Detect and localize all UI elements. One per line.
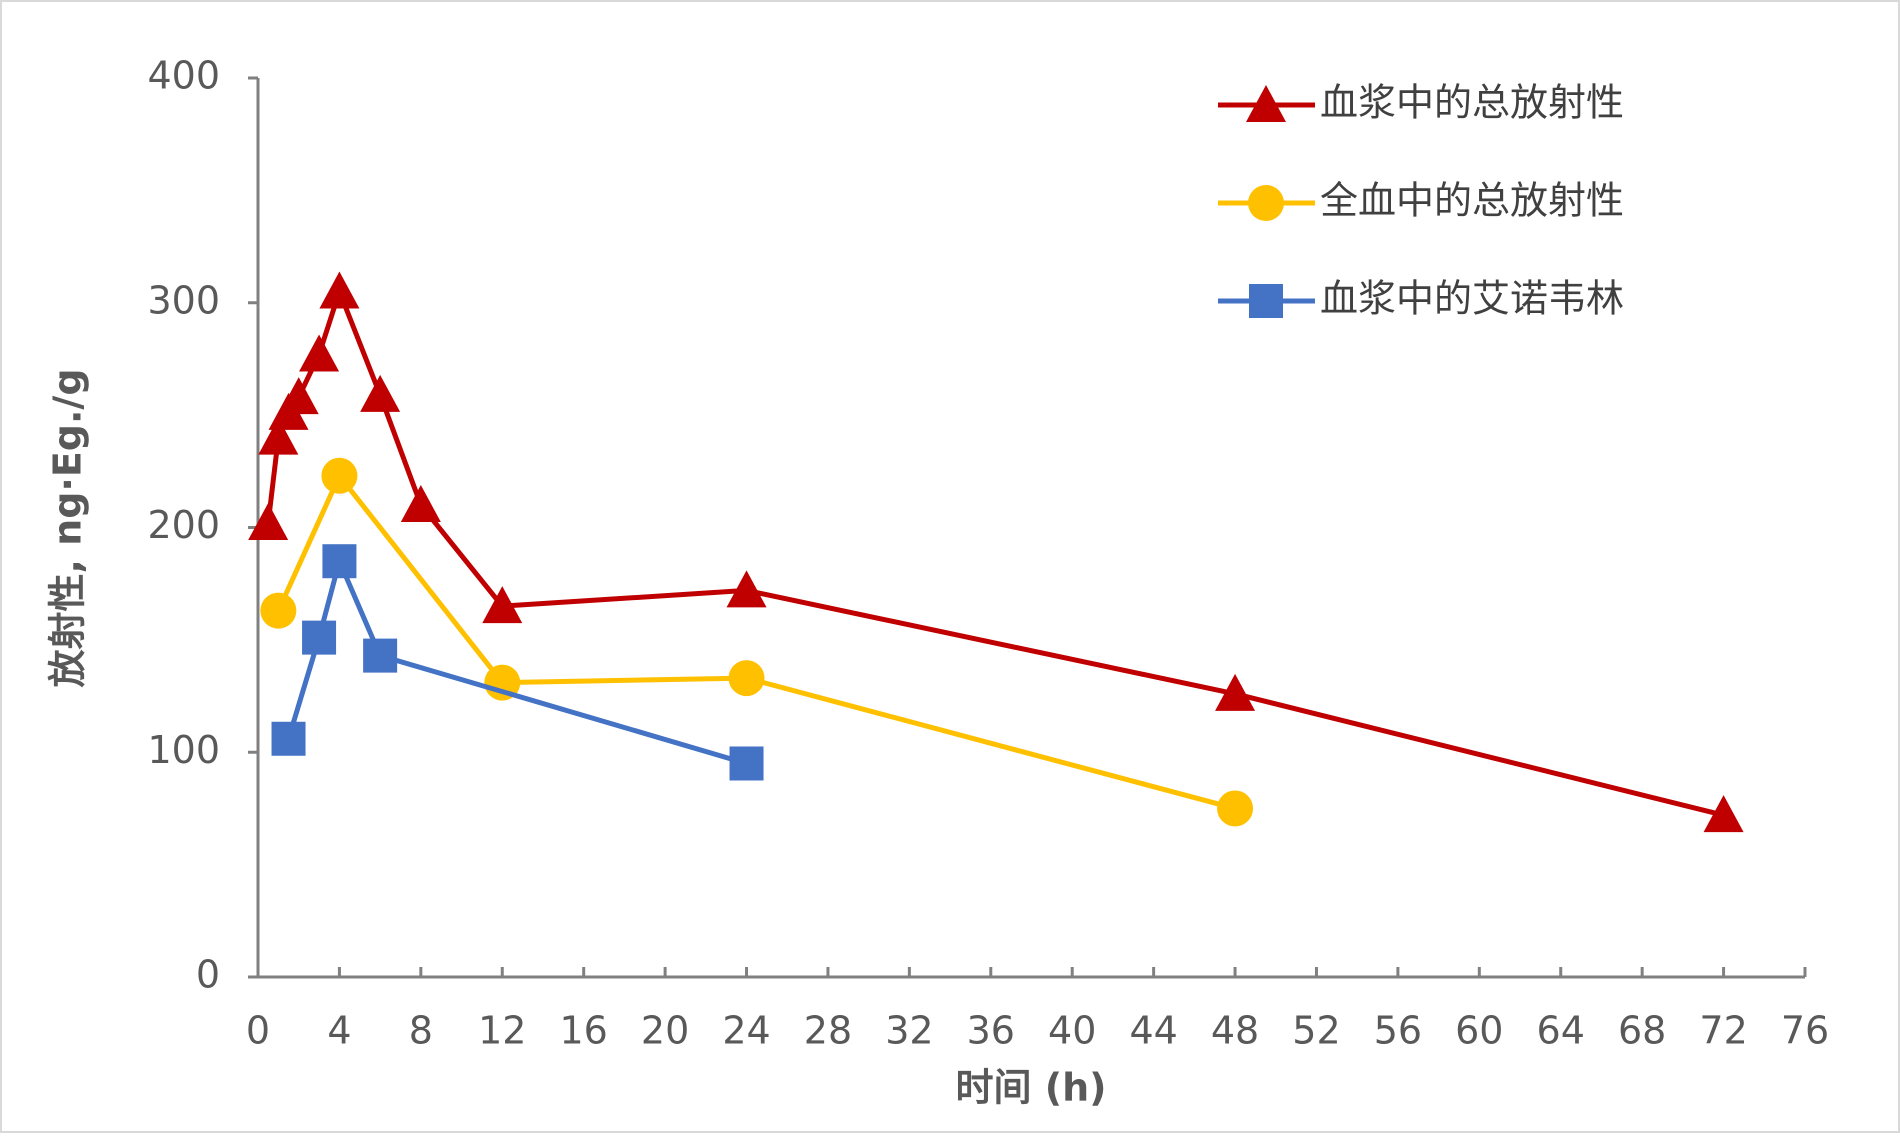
- data-point: [271, 721, 306, 756]
- x-tick-label: 64: [1537, 1009, 1585, 1053]
- x-tick-label: 4: [327, 1009, 351, 1053]
- data-point: [258, 417, 299, 455]
- x-tick-label: 44: [1129, 1009, 1177, 1053]
- data-point: [260, 592, 297, 629]
- x-tick-label: 12: [478, 1009, 526, 1053]
- x-tick-label: 52: [1292, 1009, 1340, 1053]
- x-tick-label: 24: [722, 1009, 770, 1053]
- x-axis-title: 时间 (h): [955, 1066, 1106, 1110]
- legend-label: 血浆中的艾诺韦林: [1320, 277, 1624, 321]
- data-point: [484, 664, 521, 701]
- data-point: [302, 620, 337, 655]
- x-tick-label: 60: [1455, 1009, 1503, 1053]
- y-tick-label: 100: [147, 728, 220, 772]
- x-tick-label: 36: [967, 1009, 1015, 1053]
- data-point: [319, 271, 360, 309]
- data-point: [728, 660, 765, 697]
- x-tick-label: 68: [1618, 1009, 1666, 1053]
- y-tick-label: 400: [147, 54, 220, 98]
- data-point: [729, 746, 764, 781]
- legend-marker: [1249, 284, 1283, 318]
- x-tick-label: 72: [1699, 1009, 1747, 1053]
- y-tick-label: 0: [196, 953, 220, 997]
- data-point: [299, 334, 340, 372]
- x-tick-label: 20: [641, 1009, 689, 1053]
- data-point: [482, 586, 523, 624]
- data-point: [726, 570, 767, 608]
- x-tick-label: 40: [1048, 1009, 1096, 1053]
- x-tick-label: 28: [804, 1009, 852, 1053]
- legend-label: 血浆中的总放射性: [1320, 81, 1624, 125]
- data-point: [248, 503, 289, 541]
- data-point: [1215, 673, 1256, 711]
- legend-marker: [1248, 185, 1284, 221]
- data-point: [278, 377, 319, 415]
- data-point: [321, 457, 358, 494]
- x-tick-label: 0: [246, 1009, 270, 1053]
- x-tick-label: 56: [1374, 1009, 1422, 1053]
- x-tick-label: 32: [885, 1009, 933, 1053]
- y-tick-label: 200: [147, 503, 220, 547]
- data-point: [1703, 795, 1744, 833]
- data-point: [1217, 790, 1254, 827]
- legend-label: 全血中的总放射性: [1320, 179, 1624, 223]
- x-tick-label: 8: [409, 1009, 433, 1053]
- data-point: [363, 638, 398, 673]
- y-tick-label: 300: [147, 278, 220, 322]
- legend-marker: [1246, 85, 1286, 122]
- data-point: [400, 485, 441, 523]
- data-point: [360, 374, 401, 412]
- x-tick-label: 16: [560, 1009, 608, 1053]
- x-tick-label: 76: [1781, 1009, 1829, 1053]
- x-tick-label: 48: [1211, 1009, 1259, 1053]
- data-point: [322, 544, 357, 579]
- y-axis-title: 放射性, ng·Eg./g: [46, 368, 90, 687]
